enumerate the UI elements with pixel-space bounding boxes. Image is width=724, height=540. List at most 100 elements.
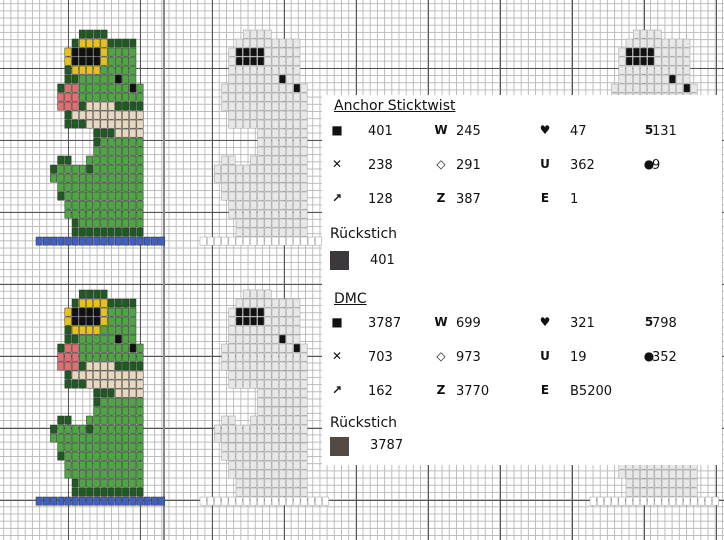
legend-number: 699 (456, 316, 481, 331)
stitch (122, 379, 130, 389)
stitch (250, 200, 258, 210)
stitch (250, 478, 258, 488)
stitch (604, 496, 612, 506)
stitch (235, 370, 243, 380)
stitch (235, 496, 243, 506)
legend-symbol: W (434, 123, 448, 137)
stitch (242, 65, 250, 75)
stitch (78, 307, 86, 317)
stitch (654, 487, 662, 497)
stitch (78, 38, 86, 48)
stitch (235, 343, 243, 353)
stitch (278, 460, 286, 470)
stitch (122, 316, 130, 326)
stitch (122, 83, 130, 93)
stitch (93, 65, 101, 75)
stitch (114, 137, 122, 147)
stitch (122, 298, 130, 308)
legend-number: 798 (652, 316, 677, 331)
stitch (264, 227, 272, 237)
stitch (100, 218, 108, 228)
stitch (114, 227, 122, 237)
stitch (632, 29, 640, 39)
stitch (107, 209, 115, 219)
stitch (71, 352, 79, 362)
stitch (71, 361, 79, 371)
stitch (86, 218, 94, 228)
stitch (278, 334, 286, 344)
stitch (250, 460, 258, 470)
stitch (93, 155, 101, 165)
stitch (122, 47, 130, 57)
stitch (78, 47, 86, 57)
stitch (57, 442, 65, 452)
stitch (264, 406, 272, 416)
stitch (286, 110, 294, 120)
stitch (107, 379, 115, 389)
stitch (228, 370, 236, 380)
stitch (86, 433, 94, 443)
stitch (278, 236, 286, 246)
stitch (286, 487, 294, 497)
legend-symbol: ♥ (539, 123, 551, 137)
stitch (129, 227, 137, 237)
stitch (286, 352, 294, 362)
stitch (286, 343, 294, 353)
stitch (129, 442, 137, 452)
stitch (300, 478, 308, 488)
stitch (107, 361, 115, 371)
stitch (221, 101, 229, 111)
stitch (71, 218, 79, 228)
color-legend: Anchor Sticktwist ■ 401 W 245 ♥ 47 5 131 ✕ 238 ◇ 29… (322, 95, 722, 465)
stitch (242, 478, 250, 488)
stitch (235, 209, 243, 219)
stitch (221, 236, 229, 246)
stitch (286, 83, 294, 93)
stitch (300, 200, 308, 210)
stitch (114, 101, 122, 111)
stitch (107, 74, 115, 84)
stitch (122, 110, 130, 120)
stitch (654, 38, 662, 48)
stitch (78, 218, 86, 228)
stitch (286, 74, 294, 84)
stitch (625, 487, 633, 497)
stitch (71, 92, 79, 102)
stitch (86, 191, 94, 201)
stitch (93, 469, 101, 479)
stitch (293, 361, 301, 371)
stitch (86, 29, 94, 39)
stitch (71, 370, 79, 380)
stitch (114, 406, 122, 416)
stitch (93, 173, 101, 183)
stitch (64, 424, 72, 434)
stitch (107, 496, 115, 506)
stitch (71, 298, 79, 308)
backstitch-swatch (330, 251, 349, 270)
stitch (86, 119, 94, 129)
stitch (107, 478, 115, 488)
stitch (264, 379, 272, 389)
stitch (293, 182, 301, 192)
stitch (235, 442, 243, 452)
stitch (293, 325, 301, 335)
stitch (264, 65, 272, 75)
stitch (278, 182, 286, 192)
stitch (100, 119, 108, 129)
stitch (668, 487, 676, 497)
stitch (93, 433, 101, 443)
stitch (86, 487, 94, 497)
stitch (78, 352, 86, 362)
stitch (647, 478, 655, 488)
stitch (235, 56, 243, 66)
stitch (86, 469, 94, 479)
stitch (286, 218, 294, 228)
stitch (114, 316, 122, 326)
stitch (632, 65, 640, 75)
stitch (293, 236, 301, 246)
stitch (228, 325, 236, 335)
stitch (114, 38, 122, 48)
stitch (264, 173, 272, 183)
stitch (136, 343, 144, 353)
stitch (293, 397, 301, 407)
